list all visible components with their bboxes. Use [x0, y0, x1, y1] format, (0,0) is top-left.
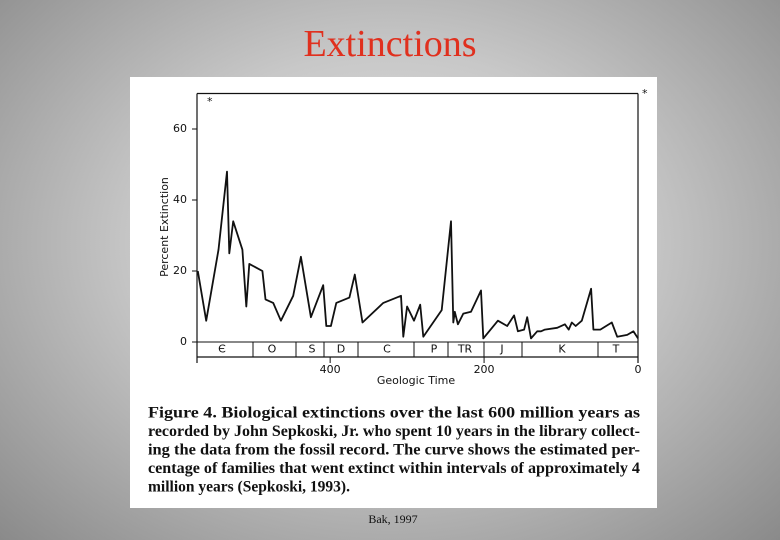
figure: 0 20 40 60 400 200 0 Є O S D C P TR J K T Geologic Time Pe… — [130, 77, 657, 508]
y-tick-label: 0 — [180, 335, 187, 348]
caption-line: million years (Sepkoski, 1993). — [148, 479, 350, 496]
y-axis-title: Percent Extinction — [158, 177, 171, 277]
x-axis-title: Geologic Time — [377, 374, 456, 387]
y-tick-label: 60 — [173, 122, 187, 135]
period-label: S — [309, 343, 316, 356]
period-label: TR — [457, 343, 473, 356]
credit: Bak, 1997 — [368, 512, 418, 526]
caption-line: centage of families that went extinct wi… — [148, 460, 640, 477]
y-tick-label: 40 — [173, 193, 187, 206]
period-label: K — [558, 343, 566, 356]
period-label: J — [499, 343, 503, 356]
caption-line: recorded by John Sepkoski, Jr. who spent… — [148, 423, 640, 440]
annotation: * — [642, 87, 648, 100]
period-label: P — [431, 343, 438, 356]
annotation: * — [207, 95, 213, 108]
period-label: T — [612, 343, 620, 356]
y-tick-label: 20 — [173, 264, 187, 277]
x-tick-label: 0 — [635, 363, 642, 376]
slide-title: Extinctions — [303, 23, 477, 65]
period-label: D — [337, 343, 345, 356]
caption-line: ing the data from the fossil record. The… — [148, 442, 640, 459]
period-label: C — [383, 343, 391, 356]
period-label: O — [268, 343, 277, 356]
x-tick-label: 200 — [474, 363, 495, 376]
chart: 0 20 40 60 400 200 0 Є O S D C P TR J K T Geologic Time Pe… — [148, 87, 648, 496]
period-label: Є — [218, 343, 226, 356]
extinction-line — [196, 170, 639, 340]
x-tick-label: 400 — [320, 363, 341, 376]
caption-line: Figure 4. Biological extinctions over th… — [148, 405, 640, 422]
